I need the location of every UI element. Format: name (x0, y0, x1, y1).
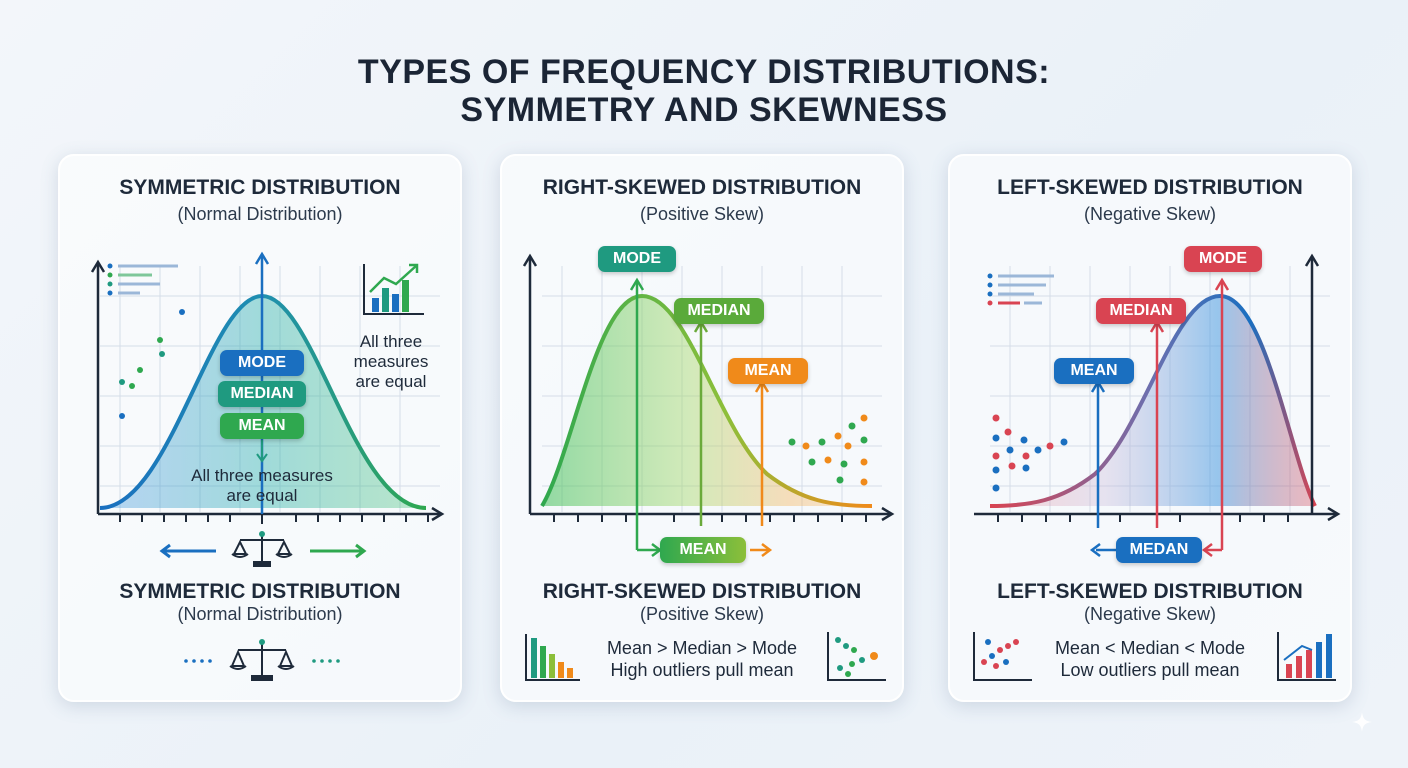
panel-subtitle: (Normal Distribution) (177, 204, 343, 224)
decreasing-bars-icon (525, 634, 580, 681)
left-skew-chart (973, 253, 1341, 681)
right-skew-curve (540, 293, 873, 508)
x-ticks (119, 514, 429, 524)
outlier-dots (788, 414, 868, 486)
median-label: MEDIAN (1096, 298, 1186, 324)
main-title-line2: SYMMETRY AND SKEWNESS (460, 91, 948, 129)
right-skew-curve-fill (542, 296, 872, 506)
mode-arrow (1201, 277, 1230, 557)
bottom-balance-icon (229, 639, 295, 681)
median-label: MEDIAN (218, 381, 306, 407)
dots-left (184, 659, 212, 663)
relation-text: Mean > Median > Mode (606, 638, 798, 658)
outlier-text: High outliers pull mean (610, 660, 794, 680)
scatter-outliers-icon (973, 632, 1032, 681)
bottom-subtitle: (Normal Distribution) (177, 604, 343, 624)
note-right: All three measures are equal (344, 332, 438, 392)
down-arrow-icon (256, 440, 268, 463)
mean-label: MEAN (220, 413, 304, 439)
increasing-bars-icon (1277, 632, 1336, 681)
panel-symmetric: SYMMETRIC DISTRIBUTION (Normal Distribut… (58, 154, 462, 702)
median-label: MEDIAN (674, 298, 764, 324)
right-skew-chart (522, 253, 895, 681)
dots-right (312, 659, 340, 663)
x-ticks (997, 514, 1289, 522)
note-right-line2: measures (353, 352, 429, 371)
left-skew-curve-fill (990, 296, 1315, 506)
panel-title: SYMMETRIC DISTRIBUTION (119, 176, 401, 199)
mean-label: MEAN (728, 358, 808, 384)
main-title-line1: TYPES OF FREQUENCY DISTRIBUTIONS: (357, 53, 1051, 91)
scatter-outliers-icon (827, 632, 886, 681)
note-right-line1: All three (359, 332, 423, 351)
panel-title: RIGHT-SKEWED DISTRIBUTION (542, 176, 862, 199)
mean-label: MEAN (1054, 358, 1134, 384)
panel-subtitle: (Negative Skew) (1083, 204, 1217, 224)
sparkle-icon (1352, 712, 1372, 732)
note-center-line2: are equal (226, 486, 298, 505)
bottom-title: LEFT-SKEWED DISTRIBUTION (997, 580, 1303, 603)
mode-label: MODE (220, 350, 304, 376)
note-right-line3: are equal (355, 372, 427, 391)
bottom-title: RIGHT-SKEWED DISTRIBUTION (542, 580, 862, 603)
panel-left-skewed: LEFT-SKEWED DISTRIBUTION (Negative Skew) (948, 154, 1352, 702)
left-arrow-icon (159, 543, 216, 559)
outlier-dots (992, 414, 1068, 492)
bottom-subtitle: (Negative Skew) (1083, 604, 1217, 624)
right-arrow-icon (310, 543, 367, 559)
note-center: All three measures are equal (160, 466, 364, 506)
note-center-line1: All three measures (191, 466, 333, 485)
bottom-title: SYMMETRIC DISTRIBUTION (119, 580, 401, 603)
x-ticks (553, 514, 867, 522)
panel-title: LEFT-SKEWED DISTRIBUTION (997, 176, 1303, 199)
mean-bottom-label: MEAN (660, 537, 746, 563)
bottom-subtitle: (Positive Skew) (639, 604, 765, 624)
median-bottom-label: MEDAN (1116, 537, 1202, 563)
axes (974, 253, 1341, 522)
left-skew-curve (989, 293, 1317, 508)
outlier-text: Low outliers pull mean (1060, 660, 1240, 680)
bar-chart-trend-icon (363, 263, 424, 315)
panel-right-skewed: RIGHT-SKEWED DISTRIBUTION (Positive Skew… (500, 154, 904, 702)
panel-subtitle: (Positive Skew) (639, 204, 765, 224)
legend-lines-icon (107, 263, 178, 296)
scatter-dots (119, 309, 185, 419)
axes (522, 253, 895, 522)
relation-text: Mean < Median < Mode (1054, 638, 1246, 658)
legend-lines-icon (987, 273, 1054, 306)
mode-label: MODE (1184, 246, 1262, 272)
mode-label: MODE (598, 246, 676, 272)
balance-scale-icon (231, 531, 293, 567)
